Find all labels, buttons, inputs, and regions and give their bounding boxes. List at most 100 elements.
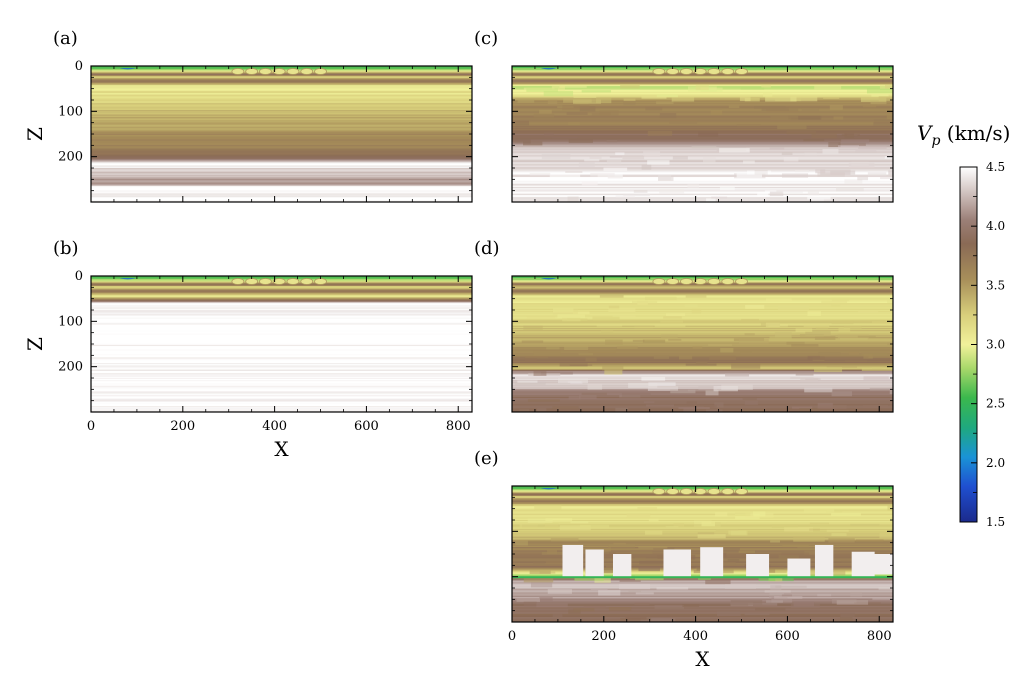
velocity-layer (91, 132, 472, 135)
velocity-layer (512, 615, 893, 617)
velocity-block (692, 346, 703, 349)
velocity-layer (512, 374, 893, 376)
velocity-layer (512, 291, 893, 294)
velocity-block (608, 544, 636, 548)
velocity-layer (91, 134, 472, 137)
velocity-layer (91, 83, 472, 86)
velocity-block (828, 538, 855, 543)
velocity-layer (91, 113, 472, 115)
velocity-layer (512, 341, 893, 344)
velocity-block (764, 566, 785, 569)
velocity-layer (512, 79, 893, 81)
panel-label: (e) (474, 448, 499, 469)
velocity-layer (512, 187, 893, 189)
velocity-layer (512, 501, 893, 504)
velocity-block (544, 132, 554, 137)
velocity-block (559, 85, 587, 88)
velocity-block (728, 105, 740, 109)
velocity-block (766, 600, 783, 603)
shallow-body (735, 68, 748, 75)
velocity-layer (91, 181, 472, 183)
velocity-layer (512, 335, 893, 338)
velocity-block (616, 345, 638, 349)
velocity-layer (91, 410, 472, 412)
velocity-layer (512, 196, 893, 198)
velocity-layer (91, 295, 472, 297)
velocity-block (702, 157, 716, 163)
velocity-block (791, 344, 819, 347)
velocity-block (753, 511, 766, 517)
velocity-block (573, 608, 595, 612)
velocity-block (765, 322, 780, 328)
surface-layer (512, 276, 893, 279)
velocity-block (647, 130, 673, 136)
velocity-layer (91, 307, 472, 310)
velocity-layer (512, 505, 893, 507)
velocity-block (606, 159, 622, 165)
velocity-block (836, 186, 864, 192)
velocity-block (815, 169, 826, 174)
velocity-block (580, 524, 610, 529)
velocity-block (564, 344, 589, 351)
colorbar-label-sub: p (931, 133, 940, 149)
velocity-layer (512, 124, 893, 127)
velocity-layer (512, 108, 893, 111)
velocity-layer (512, 95, 893, 97)
velocity-layer (91, 166, 472, 169)
velocity-layer (91, 373, 472, 375)
velocity-layer (91, 327, 472, 330)
velocity-block (781, 552, 810, 556)
velocity-block (573, 95, 597, 99)
velocity-block (771, 524, 798, 528)
velocity-layer (91, 343, 472, 346)
velocity-layer (91, 110, 472, 112)
velocity-layer (512, 81, 893, 84)
velocity-layer (512, 600, 893, 602)
velocity-layer (512, 402, 893, 405)
velocity-layer (512, 150, 893, 153)
velocity-block (766, 298, 792, 302)
velocity-layer (512, 384, 893, 387)
velocity-block (584, 159, 600, 162)
velocity-block (837, 334, 869, 340)
colorbar-tick-label: 1.5 (986, 515, 1005, 529)
velocity-block (872, 321, 893, 324)
velocity-layer (91, 150, 472, 153)
velocity-layer (91, 187, 472, 189)
velocity-block (726, 521, 741, 524)
velocity-block (706, 198, 716, 202)
velocity-layer (512, 127, 893, 129)
velocity-block (665, 525, 679, 528)
velocity-block (665, 313, 686, 316)
velocity-block (568, 609, 581, 614)
velocity-block (653, 355, 670, 359)
velocity-layer (512, 316, 893, 319)
velocity-block (567, 196, 579, 202)
velocity-block (838, 327, 851, 333)
velocity-block (770, 115, 799, 121)
velocity-block (744, 333, 755, 336)
velocity-layer (512, 334, 893, 337)
velocity-layer (91, 375, 472, 378)
velocity-block (745, 304, 765, 309)
velocity-layer (91, 114, 472, 117)
velocity-block (705, 409, 723, 412)
velocity-block (634, 326, 654, 329)
velocity-layer (91, 105, 472, 107)
velocity-block (892, 85, 893, 89)
velocity-block (585, 547, 612, 552)
velocity-block (714, 402, 724, 408)
velocity-block (628, 382, 658, 388)
velocity-layer (512, 365, 893, 367)
y-axis-label: Z (23, 127, 47, 141)
velocity-layer (512, 587, 893, 590)
velocity-layer (91, 359, 472, 362)
y-tick-label: 0 (75, 269, 83, 284)
velocity-layer (512, 173, 893, 175)
velocity-layer (512, 619, 893, 622)
velocity-layer (512, 76, 893, 78)
velocity-block (803, 139, 825, 142)
velocity-layer (512, 515, 893, 517)
velocity-block (888, 170, 893, 175)
colorbar-tick-label: 2.0 (986, 456, 1005, 470)
